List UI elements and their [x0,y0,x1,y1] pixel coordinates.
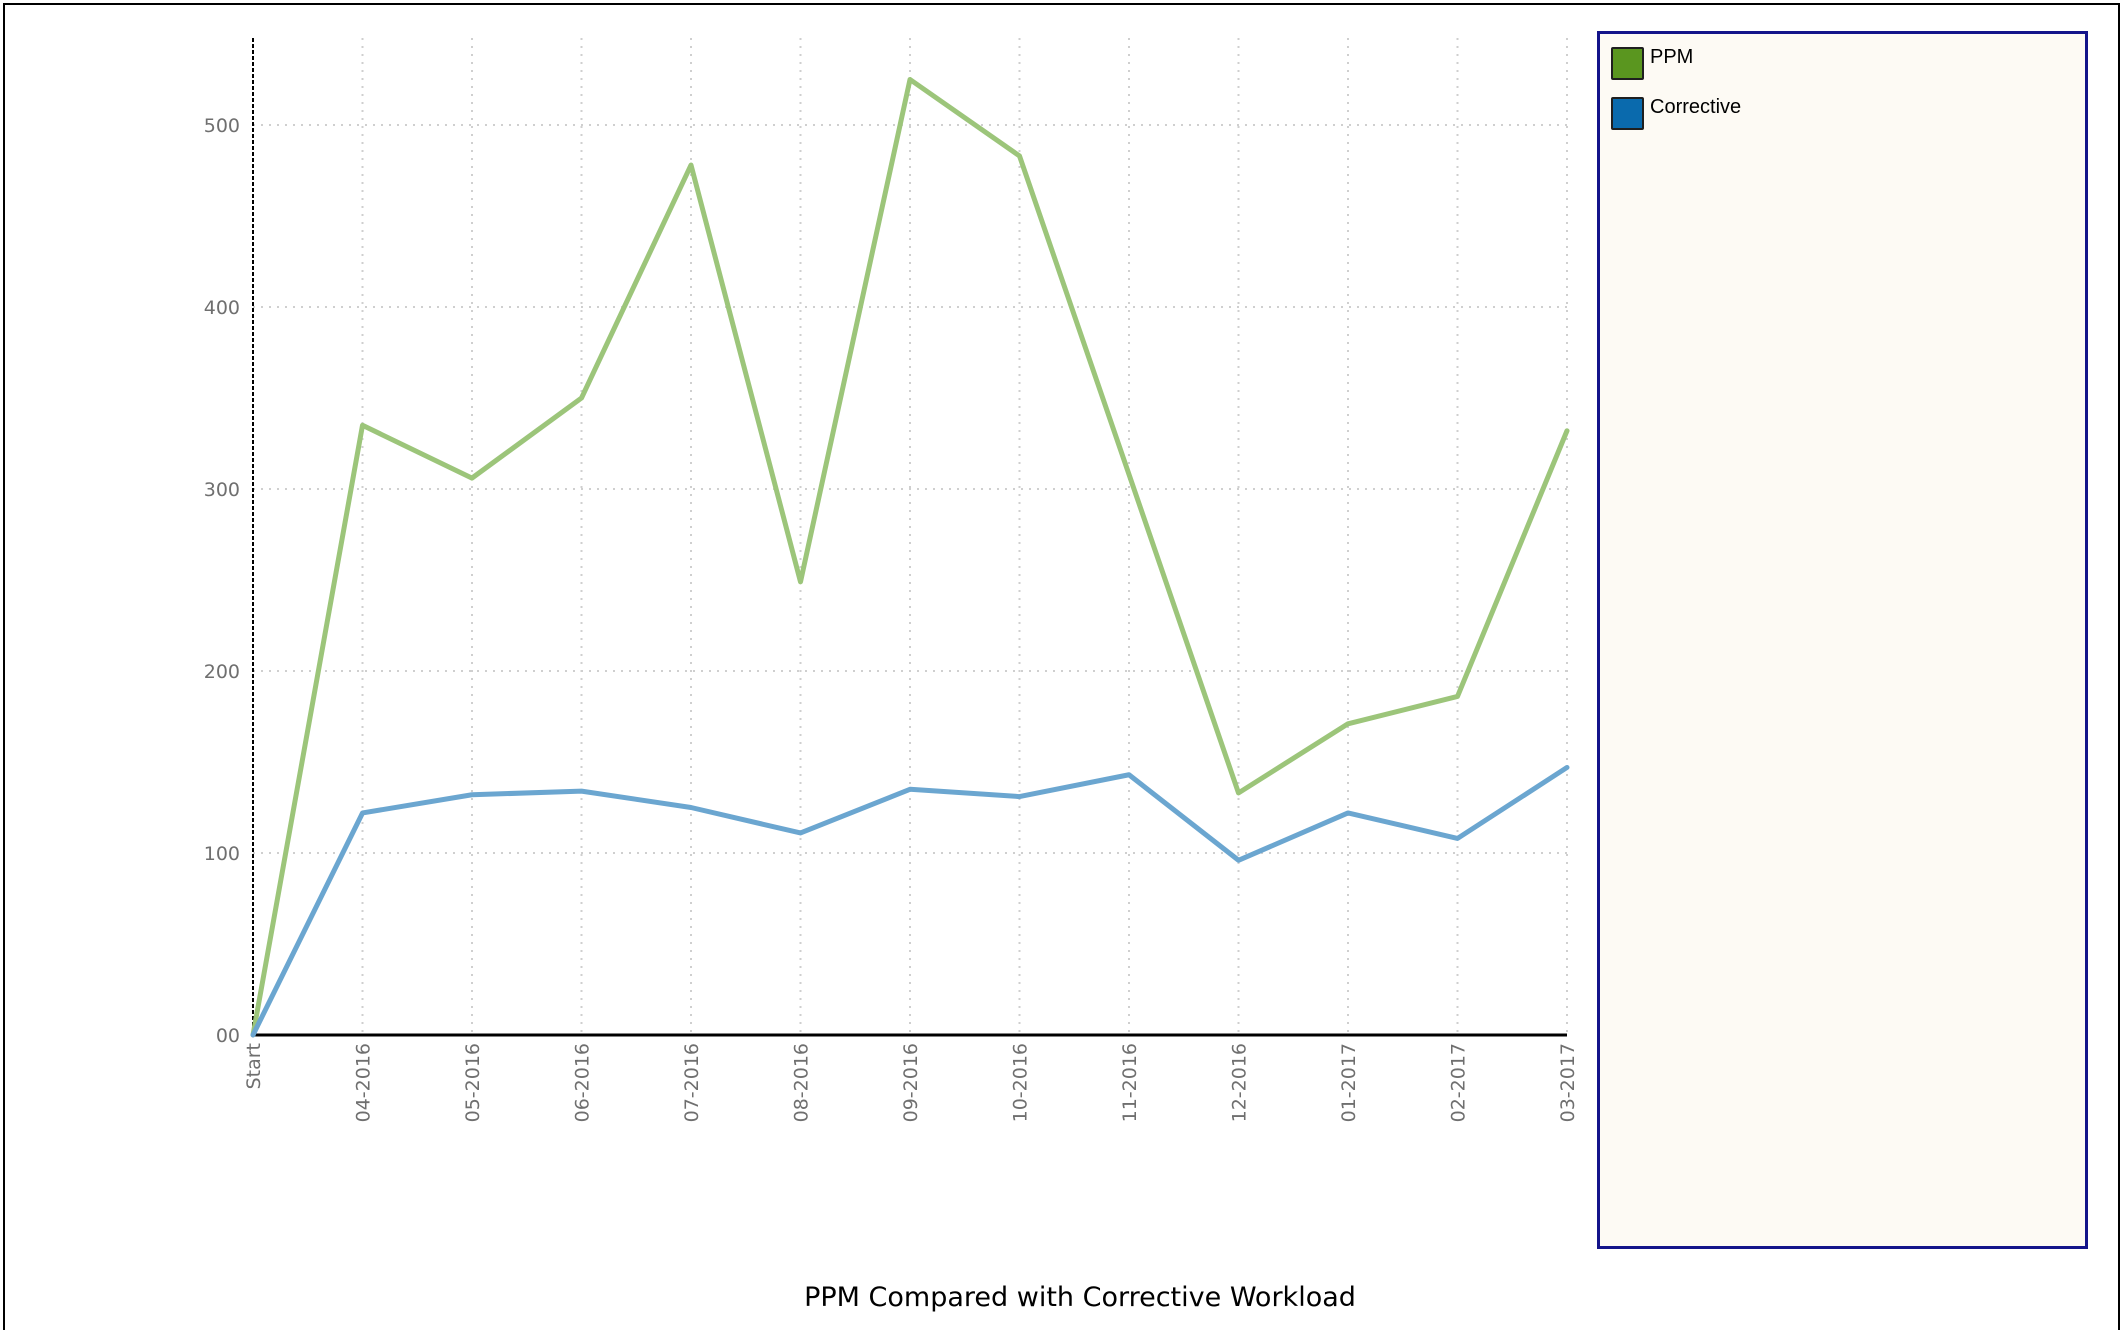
axes [252,38,1567,1037]
x-tick-label: 04-2016 [353,1043,375,1122]
x-tick-label: 10-2016 [1010,1043,1032,1122]
y-tick-label: 200 [204,661,240,683]
x-tick-label: 02-2017 [1448,1043,1470,1122]
series-line-ppm[interactable] [250,77,1570,1038]
tick-labels: 00 100 200 300 400 500 Start 04-2016 05-2016 06-2… [204,115,1579,1122]
x-tick-label: 01-2017 [1338,1043,1360,1122]
x-tick-label: 12-2016 [1229,1043,1251,1122]
x-tick-label: Start [243,1043,265,1089]
legend-swatch-ppm [1611,46,1644,80]
legend: PPM Corrective [1597,31,2088,1249]
legend-label-corrective: Corrective [1650,95,1742,118]
y-tick-label: 100 [204,843,240,865]
x-tick-label: 03-2017 [1557,1043,1579,1122]
chart-title: PPM Compared with Corrective Workload [804,1282,1356,1313]
legend-swatch-corrective [1611,96,1644,130]
grid-lines [253,38,1568,1035]
y-tick-label: 300 [204,479,240,501]
legend-item-ppm[interactable]: PPM [1611,46,1693,80]
chart-frame [3,3,2120,1330]
y-tick-label: 00 [216,1025,240,1047]
x-tick-label: 09-2016 [900,1043,922,1122]
y-tick-label: 400 [204,297,240,319]
series-lines [250,77,1570,1038]
x-tick-label: 11-2016 [1119,1043,1141,1122]
x-tick-label: 08-2016 [791,1043,813,1122]
x-tick-label: 06-2016 [572,1043,594,1122]
x-tick-label: 05-2016 [462,1043,484,1122]
y-tick-label: 500 [204,115,240,137]
x-tick-label: 07-2016 [681,1043,703,1122]
series-line-corrective[interactable] [250,764,1570,1038]
legend-label-ppm: PPM [1650,45,1694,68]
legend-item-corrective[interactable]: Corrective [1611,96,1741,130]
